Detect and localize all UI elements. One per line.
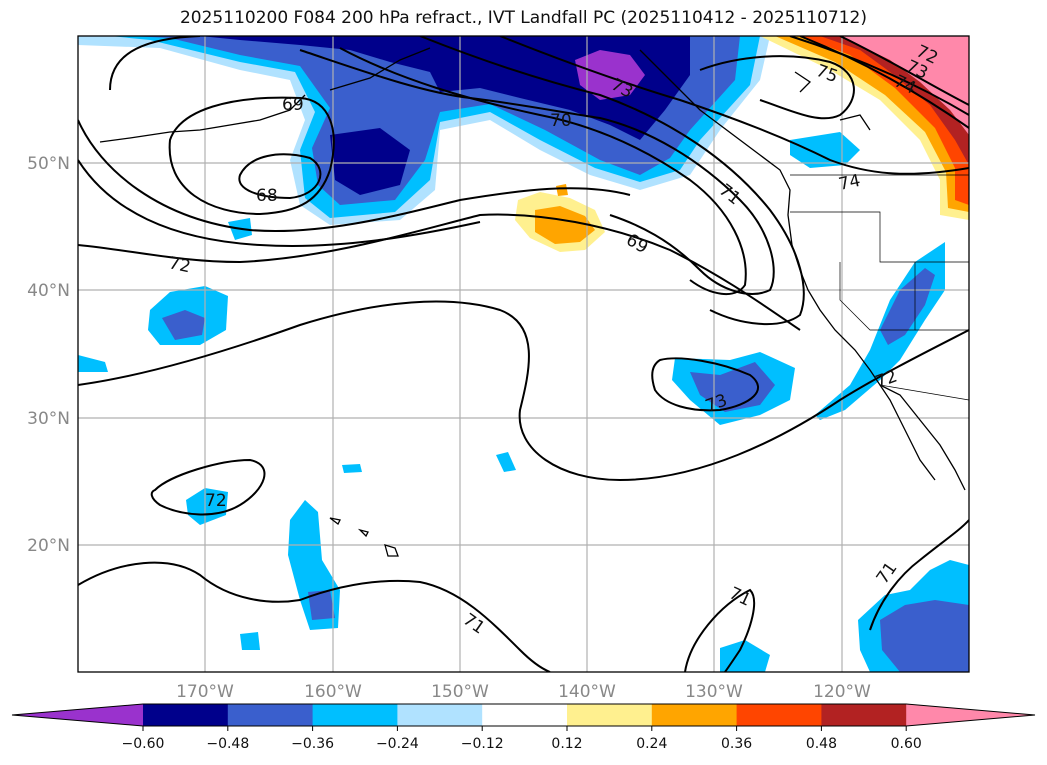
contour-72-ne [789, 36, 969, 116]
colorbar-tick-label: −0.48 [206, 736, 249, 752]
colorbar-tick-label: 0.48 [806, 736, 837, 752]
colorbar-segment [482, 704, 568, 726]
neg-core-purple [575, 50, 645, 100]
neg-region-baja-core [690, 362, 775, 412]
state-borders [790, 174, 969, 401]
neg-region-south-6 [342, 464, 362, 473]
contour-75 [699, 55, 855, 120]
neg-region-south-5 [496, 452, 516, 472]
colorbar-tick-label: −0.12 [461, 736, 504, 752]
contour-label: 72 [167, 253, 192, 277]
colorbar-extend-left [12, 704, 143, 726]
contour-70-west [78, 36, 631, 233]
contour-74 [499, 36, 969, 175]
colorbar-segment [227, 704, 314, 726]
map-title: 2025110200 F084 200 hPa refract., IVT La… [179, 8, 867, 28]
contour-73-baja [651, 357, 759, 412]
neg-region-south-1-core [308, 590, 335, 620]
lon-label-170w: 170°W [176, 682, 234, 702]
colorbar-segment [821, 704, 907, 726]
contour-label: 68 [256, 186, 278, 206]
colorbar-tick-label: −0.36 [291, 736, 334, 752]
lon-label-150w: 150°W [431, 682, 489, 702]
plot-frame [77, 35, 970, 673]
contour-70-north [339, 47, 747, 296]
colorbar-extend-right [906, 704, 1035, 726]
contour-72-south [150, 458, 266, 516]
neg-region-west-edge [78, 355, 108, 372]
pos-region-central-small [556, 184, 568, 196]
contour-72-west [78, 213, 801, 331]
contour-label: 70 [550, 111, 572, 131]
lat-labels: 50°N 40°N 30°N 20°N [27, 154, 70, 556]
neg-region-south-4 [720, 640, 770, 672]
colorbar-tick-label: 0.36 [721, 736, 752, 752]
contour-71-south [78, 561, 551, 672]
colorbar: −0.60 −0.48 −0.36 −0.24 −0.12 0.12 0.24 0.36 0.4… [11, 703, 1036, 752]
contour-71-west [78, 159, 481, 247]
lat-label-30n: 30°N [27, 409, 70, 429]
contour-72-mid [78, 300, 969, 482]
lon-label-120w: 120°W [813, 682, 871, 702]
neg-region-south-2 [186, 488, 228, 525]
colorbar-segment [143, 704, 229, 726]
contours [78, 36, 969, 672]
colorbar-segment [567, 704, 653, 726]
colorbar-segment [651, 704, 738, 726]
contour-74-ne [839, 36, 969, 106]
colorbar-tick-label: −0.24 [376, 736, 419, 752]
lon-label-160w: 160°W [304, 682, 362, 702]
pos-region-central-orange [535, 206, 595, 244]
contour-69-west [168, 96, 335, 216]
lon-label-140w: 140°W [558, 682, 616, 702]
lon-labels: 170°W 160°W 150°W 140°W 130°W 120°W [176, 682, 871, 702]
pos-region-northeast-pink [840, 36, 969, 135]
lat-label-40n: 40°N [27, 281, 70, 301]
contour-68 [238, 153, 322, 200]
neg-region-southeast-core [880, 600, 969, 672]
lon-label-130w: 130°W [685, 682, 743, 702]
colorbar-tick-label: −0.60 [122, 736, 165, 752]
colorbar-tick-label: 0.12 [551, 736, 582, 752]
contour-73-ne [799, 36, 969, 129]
neg-region-south-3 [240, 632, 260, 650]
gridlines [78, 36, 969, 672]
contour-71-se [684, 588, 756, 672]
lat-label-50n: 50°N [27, 154, 70, 174]
neg-core-gulf [330, 128, 410, 195]
contour-label: 72 [205, 491, 227, 511]
contour-label: 69 [282, 95, 304, 115]
colorbar-tick-label: 0.60 [891, 736, 922, 752]
colorbar-segment [736, 704, 822, 726]
colorbar-segment [312, 704, 398, 726]
colorbar-segment [397, 704, 483, 726]
contour-73-north [299, 49, 775, 295]
lat-label-20n: 20°N [27, 536, 70, 556]
contour-label: 74 [837, 171, 862, 195]
contour-71-east [869, 519, 969, 631]
contour-71-north [419, 36, 805, 326]
neg-region-california-core [880, 268, 935, 345]
colorbar-tick-label: 0.24 [636, 736, 667, 752]
neg-region-midpacific-core [162, 310, 205, 340]
